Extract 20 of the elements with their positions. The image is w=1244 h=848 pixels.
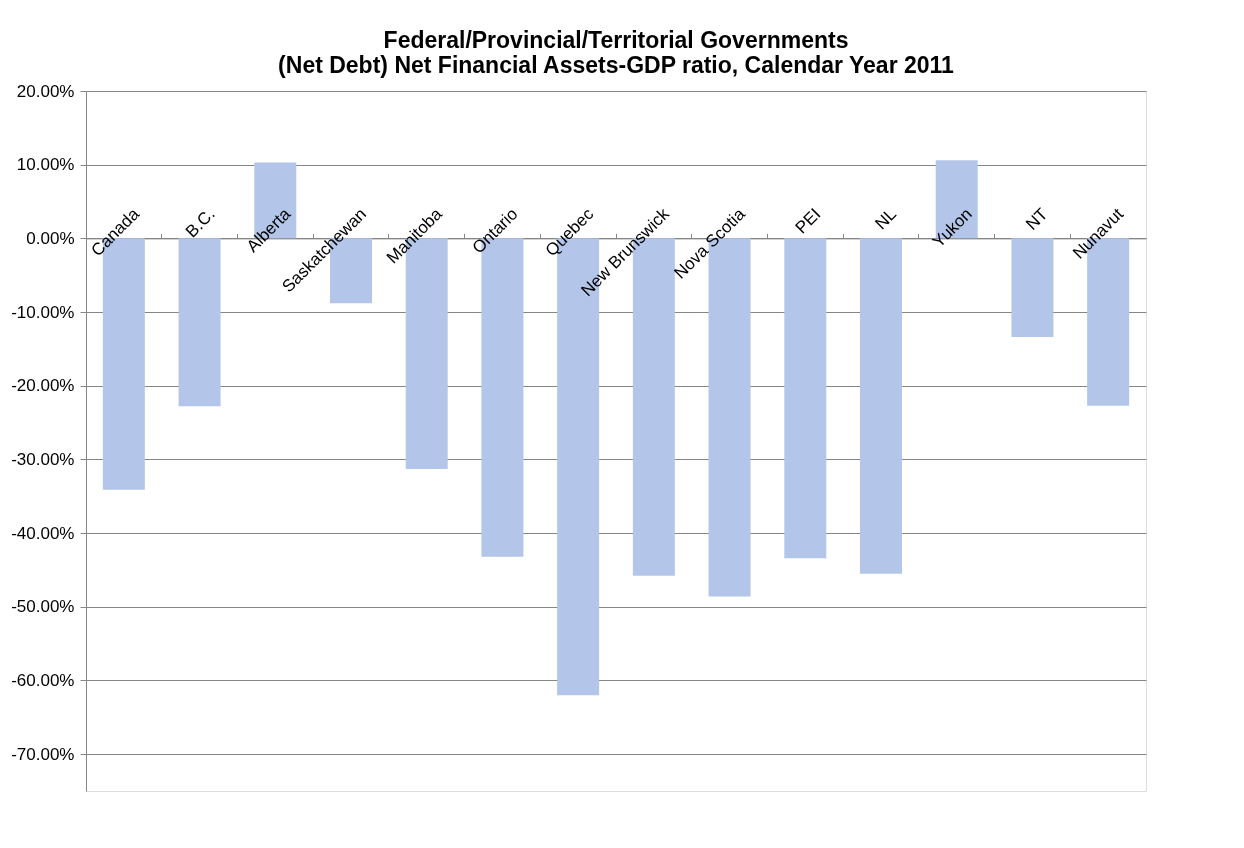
bar	[784, 238, 827, 559]
y-tick-label: -60.00%	[11, 670, 75, 690]
bar	[860, 238, 902, 574]
bar	[178, 238, 221, 407]
y-tick-label: -70.00%	[11, 744, 75, 764]
bar	[1011, 238, 1054, 338]
y-tick-label: -30.00%	[11, 449, 75, 469]
y-tick-label: 10.00%	[16, 155, 75, 175]
text: (Net Debt) Net Financial Assets-GDP ratio, Calendar Year 2011	[278, 52, 954, 78]
x-tick-label: NT	[1022, 204, 1052, 234]
text: Federal/Provincial/Territorial Governments	[383, 27, 849, 53]
y-tick-label: 0.00%	[26, 228, 75, 248]
y-tick-label: -10.00%	[11, 302, 75, 322]
x-tick-label: NL	[871, 204, 901, 234]
y-tick-label: -20.00%	[11, 376, 75, 396]
y-tick-label: 20.00%	[16, 81, 75, 101]
x-tick-label: B.C.	[181, 204, 219, 242]
x-tick-label: PEI	[791, 204, 825, 238]
y-tick-label: -50.00%	[11, 597, 75, 617]
y-tick-label: -40.00%	[11, 523, 75, 543]
